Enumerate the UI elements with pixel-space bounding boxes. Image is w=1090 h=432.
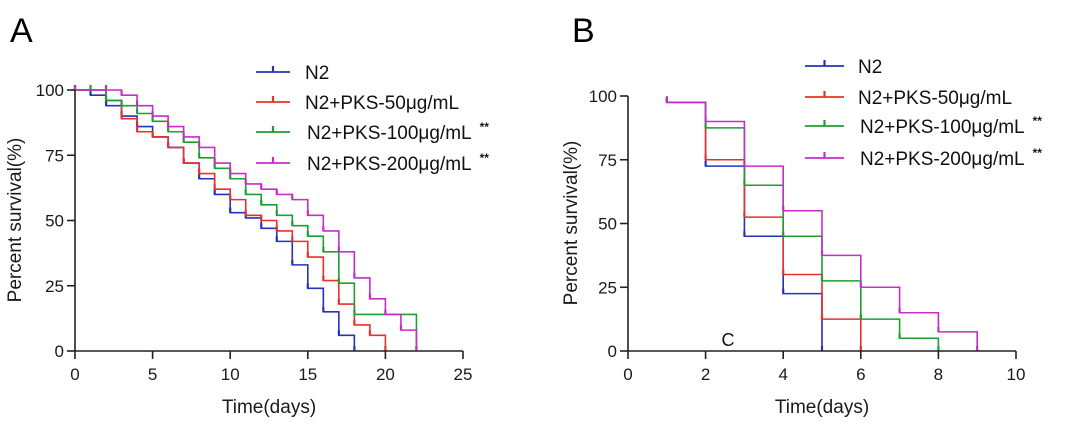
panel-a: A 0 25 50 75 100 0 5 10 15 20 25 Time(days) Percen… (5, 12, 489, 418)
x-axis-title: Time(days) (775, 397, 869, 418)
y-tick-label: 0 (55, 342, 64, 361)
x-tick-label: 4 (778, 365, 787, 384)
axes: 0 25 50 75 100 0 2 4 6 8 10 (589, 87, 1026, 384)
legend-label: N2 (858, 57, 882, 78)
y-axis-title: Percent survival(%) (5, 138, 26, 303)
legend-label: N2+PKS-200μg/mL (860, 149, 1025, 170)
legend-label: N2+PKS-100μg/mL (860, 117, 1025, 138)
legend-item: N2+PKS-50μg/mL (805, 88, 1012, 109)
legend-item: N2 (256, 63, 329, 84)
legend-label: N2+PKS-100μg/mL (307, 123, 472, 144)
y-tick-label: 75 (45, 146, 64, 165)
legend-item: N2+PKS-100μg/mL ** (805, 114, 1042, 138)
x-tick-label: 0 (623, 365, 632, 384)
significance-marker: ** (1033, 146, 1043, 160)
x-tick-label: 5 (148, 365, 157, 384)
x-tick-label: 0 (70, 365, 79, 384)
significance-marker: ** (480, 120, 490, 134)
legend-item: N2 (805, 57, 882, 78)
panel-label-b: B (572, 12, 595, 50)
x-tick-label: 25 (454, 365, 473, 384)
x-tick-label: 8 (934, 365, 943, 384)
y-tick-label: 50 (598, 215, 617, 234)
panel-label-a: A (10, 12, 33, 50)
x-tick-label: 6 (856, 365, 865, 384)
x-tick-label: 2 (701, 365, 710, 384)
x-tick-label: 20 (376, 365, 395, 384)
legend-item: N2+PKS-200μg/mL ** (256, 151, 489, 175)
series-group (73, 85, 418, 351)
y-tick-label: 25 (598, 278, 617, 297)
x-tick-label: 10 (221, 365, 240, 384)
y-tick-label: 75 (598, 151, 617, 170)
x-tick-label: 10 (1007, 365, 1026, 384)
y-tick-label: 100 (589, 87, 617, 106)
y-axis-title: Percent survival(%) (561, 141, 582, 306)
y-tick-label: 100 (36, 81, 64, 100)
legend-item: N2+PKS-100μg/mL ** (256, 120, 489, 144)
x-tick-label: 15 (298, 365, 317, 384)
legend-label: N2+PKS-50μg/mL (305, 93, 459, 114)
significance-marker: ** (480, 151, 490, 165)
legend-label: N2 (305, 63, 329, 84)
y-tick-label: 0 (608, 342, 617, 361)
annotation-label: C (722, 330, 735, 350)
significance-marker: ** (1033, 114, 1043, 128)
y-tick-label: 25 (45, 277, 64, 296)
series-line-2 (666, 96, 862, 351)
legend-label: N2+PKS-50μg/mL (858, 88, 1012, 109)
x-axis-title: Time(days) (222, 397, 316, 418)
panel-b: B 0 25 50 75 100 0 2 4 6 8 10 Time(days) Percent s… (561, 12, 1042, 418)
y-tick-label: 50 (45, 212, 64, 231)
series-group (665, 96, 979, 351)
legend-item: N2+PKS-50μg/mL (256, 93, 459, 114)
legend-item: N2+PKS-200μg/mL ** (805, 146, 1042, 170)
series-line-2 (75, 89, 387, 351)
legend-label: N2+PKS-200μg/mL (307, 154, 472, 175)
axes: 0 25 50 75 100 0 5 10 15 20 25 (36, 81, 473, 384)
